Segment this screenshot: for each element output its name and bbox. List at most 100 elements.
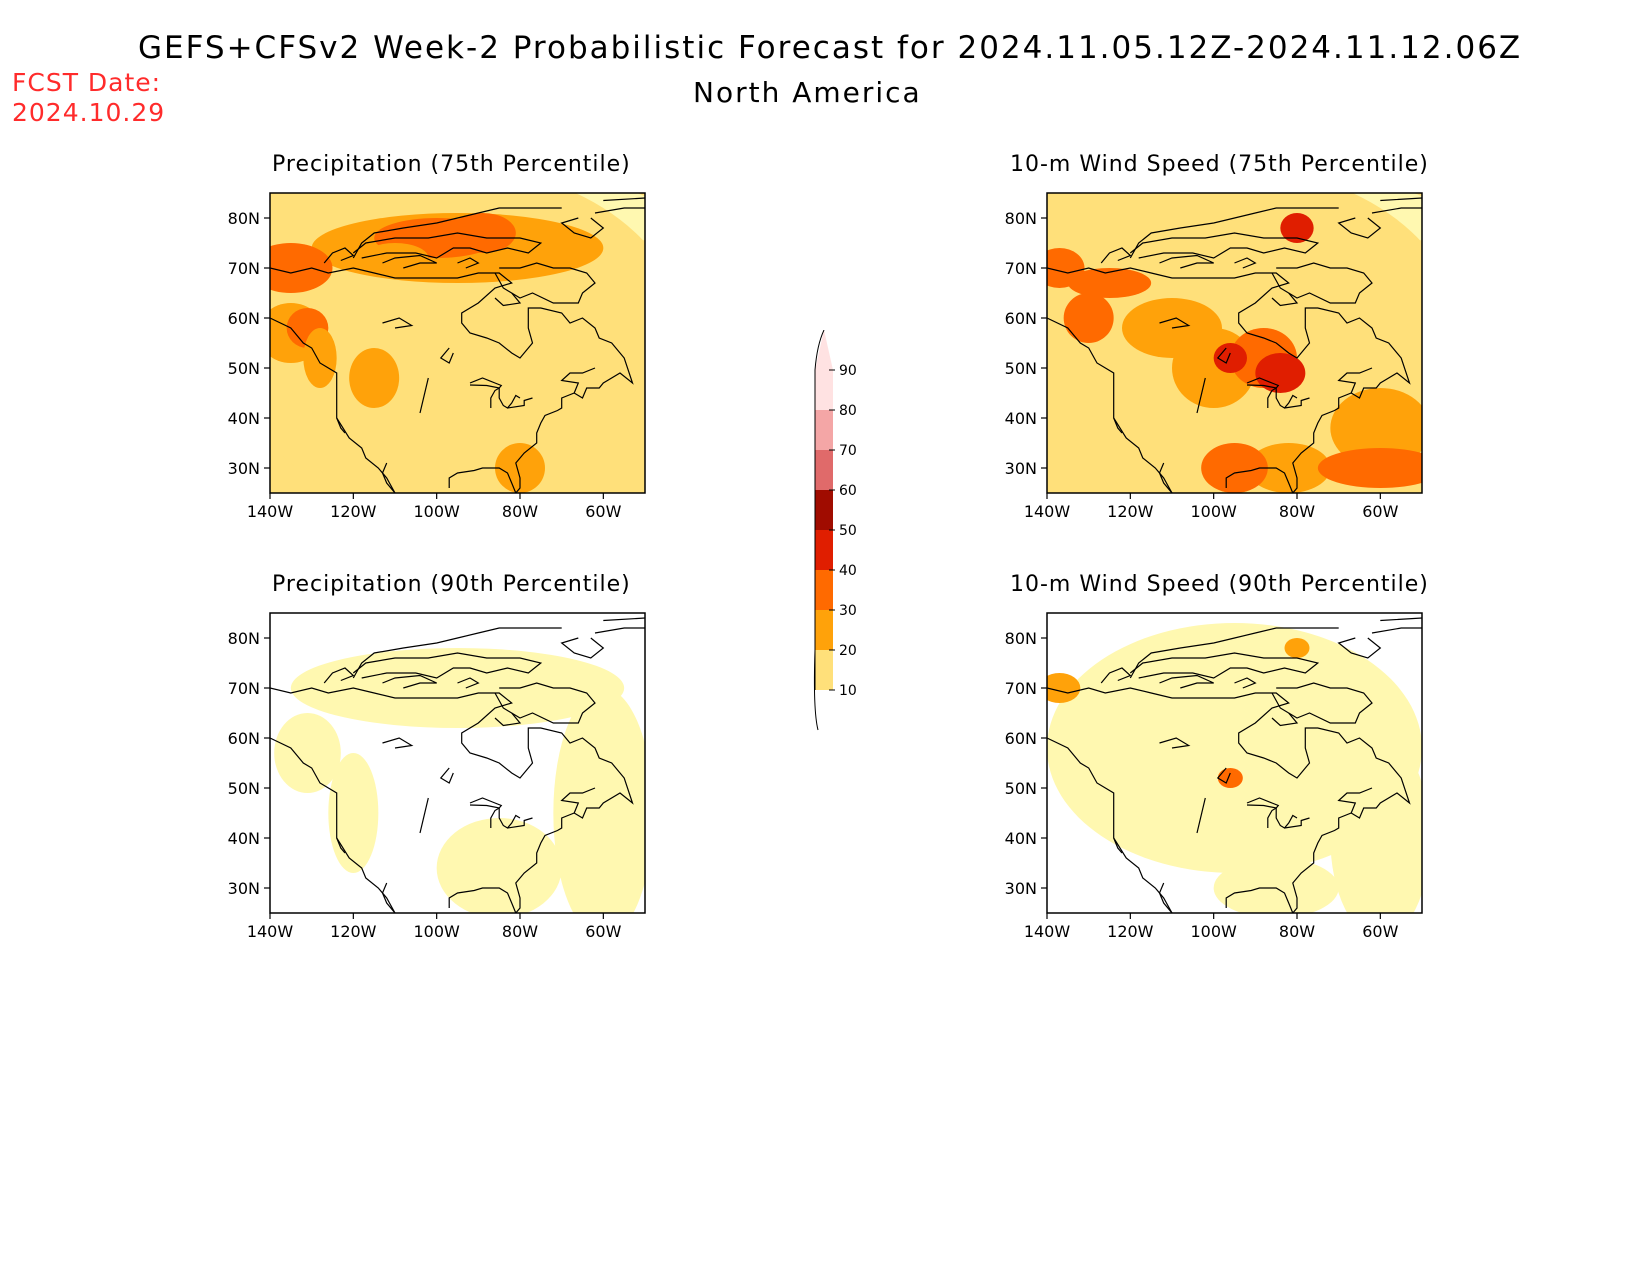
shade-region bbox=[449, 213, 516, 253]
coastline bbox=[1284, 817, 1310, 829]
shade-region bbox=[1213, 343, 1247, 373]
colorbar-swatch bbox=[815, 450, 833, 490]
lat-tick-label: 50N bbox=[228, 779, 260, 798]
coastline bbox=[494, 682, 596, 724]
coastline bbox=[1234, 677, 1257, 689]
shade-region bbox=[1047, 293, 1131, 493]
coastline bbox=[1271, 712, 1299, 727]
shade-region bbox=[415, 403, 583, 493]
coastline bbox=[1158, 462, 1173, 493]
coastline bbox=[323, 247, 355, 264]
lat-tick-label: 30N bbox=[1005, 459, 1037, 478]
coastline bbox=[1129, 232, 1320, 259]
chart-title: GEFS+CFSv2 Week-2 Probabilistic Forecast… bbox=[138, 30, 1523, 66]
coastline bbox=[494, 712, 522, 727]
coastline bbox=[469, 377, 503, 389]
lat-tick-label: 40N bbox=[1005, 409, 1037, 428]
coastline bbox=[270, 737, 396, 913]
shade-region bbox=[1330, 388, 1422, 468]
coastline bbox=[1113, 417, 1123, 434]
map-frame bbox=[1046, 192, 1423, 494]
coastline bbox=[1216, 767, 1231, 784]
lat-tick-label: 80N bbox=[1005, 209, 1037, 228]
chart-subtitle: North America bbox=[693, 76, 922, 109]
panel-title-wind90: 10-m Wind Speed (90th Percentile) bbox=[1010, 572, 1429, 597]
coastline bbox=[1196, 797, 1206, 834]
lon-tick-label: 120W bbox=[330, 922, 377, 941]
lat-tick-label: 50N bbox=[228, 359, 260, 378]
coastline bbox=[490, 806, 521, 829]
coastline bbox=[494, 262, 596, 304]
lon-tick-label: 60W bbox=[1362, 922, 1398, 941]
coastline bbox=[1271, 292, 1299, 307]
lon-tick-label: 140W bbox=[1024, 502, 1071, 521]
lat-tick-label: 30N bbox=[228, 459, 260, 478]
forecast-date-value: 2024.10.29 bbox=[12, 98, 166, 127]
colorbar-swatch bbox=[815, 410, 833, 450]
coastline bbox=[1371, 197, 1422, 214]
coastline bbox=[336, 417, 346, 434]
coastline bbox=[382, 737, 414, 749]
lon-tick-label: 60W bbox=[1362, 502, 1398, 521]
lon-tick-label: 100W bbox=[413, 502, 460, 521]
colorbar-label: 30 bbox=[839, 603, 857, 619]
colorbar-label: 80 bbox=[839, 403, 857, 419]
coastline bbox=[381, 882, 396, 913]
lat-tick-label: 50N bbox=[1005, 359, 1037, 378]
coastline bbox=[1246, 377, 1280, 389]
coastline bbox=[270, 687, 634, 913]
colorbar-swatch bbox=[815, 650, 833, 690]
shade-region bbox=[1063, 733, 1114, 793]
panel-title-precip90: Precipitation (90th Percentile) bbox=[272, 572, 631, 597]
lat-tick-label: 30N bbox=[228, 879, 260, 898]
coastline bbox=[1337, 367, 1373, 394]
coastline bbox=[560, 217, 605, 239]
shade-region bbox=[1217, 768, 1243, 788]
coastline bbox=[1284, 397, 1310, 409]
colorbar-swatch bbox=[815, 370, 833, 410]
coastline bbox=[1271, 682, 1373, 724]
coastline bbox=[560, 637, 605, 659]
coastline bbox=[336, 837, 346, 854]
coastline bbox=[1129, 652, 1320, 679]
coastline bbox=[1196, 377, 1206, 414]
shade-region bbox=[436, 818, 562, 913]
coastline bbox=[419, 797, 429, 834]
colorbar-swatch bbox=[815, 570, 833, 610]
forecast-date-label: FCST Date: bbox=[12, 68, 162, 97]
coastline bbox=[1371, 617, 1422, 634]
coastline bbox=[1337, 637, 1382, 659]
coastline bbox=[419, 377, 429, 414]
lon-tick-label: 120W bbox=[1107, 922, 1154, 941]
coastline bbox=[1234, 257, 1257, 269]
lat-tick-label: 30N bbox=[1005, 879, 1037, 898]
shade-region bbox=[1213, 858, 1339, 913]
forecast-date-block: FCST Date: 2024.10.29 bbox=[12, 68, 165, 128]
shade-region bbox=[1317, 448, 1422, 488]
panel-title-wind75: 10-m Wind Speed (75th Percentile) bbox=[1010, 152, 1429, 177]
coastline bbox=[1267, 386, 1298, 409]
coastline bbox=[352, 627, 562, 679]
lon-tick-label: 120W bbox=[1107, 502, 1154, 521]
shade-region bbox=[1047, 673, 1081, 703]
shade-region bbox=[1255, 353, 1306, 393]
lon-tick-label: 80W bbox=[1279, 922, 1315, 941]
colorbar-cap-top bbox=[815, 330, 833, 370]
shade-region bbox=[1201, 443, 1268, 493]
colorbar-swatch bbox=[815, 490, 833, 530]
lat-tick-label: 40N bbox=[1005, 829, 1037, 848]
colorbar-swatch bbox=[815, 530, 833, 570]
coastline bbox=[560, 787, 596, 814]
colorbar-label: 90 bbox=[839, 363, 857, 379]
coastline bbox=[1271, 262, 1373, 304]
coastline bbox=[469, 797, 503, 809]
coastline bbox=[1158, 882, 1173, 913]
lat-tick-label: 70N bbox=[1005, 259, 1037, 278]
coastline bbox=[352, 652, 543, 679]
lon-tick-label: 100W bbox=[413, 922, 460, 941]
lat-tick-label: 70N bbox=[1005, 679, 1037, 698]
coastline bbox=[270, 317, 396, 493]
shade-region bbox=[1047, 623, 1422, 873]
lat-tick-label: 70N bbox=[228, 679, 260, 698]
shade-region bbox=[274, 713, 341, 793]
